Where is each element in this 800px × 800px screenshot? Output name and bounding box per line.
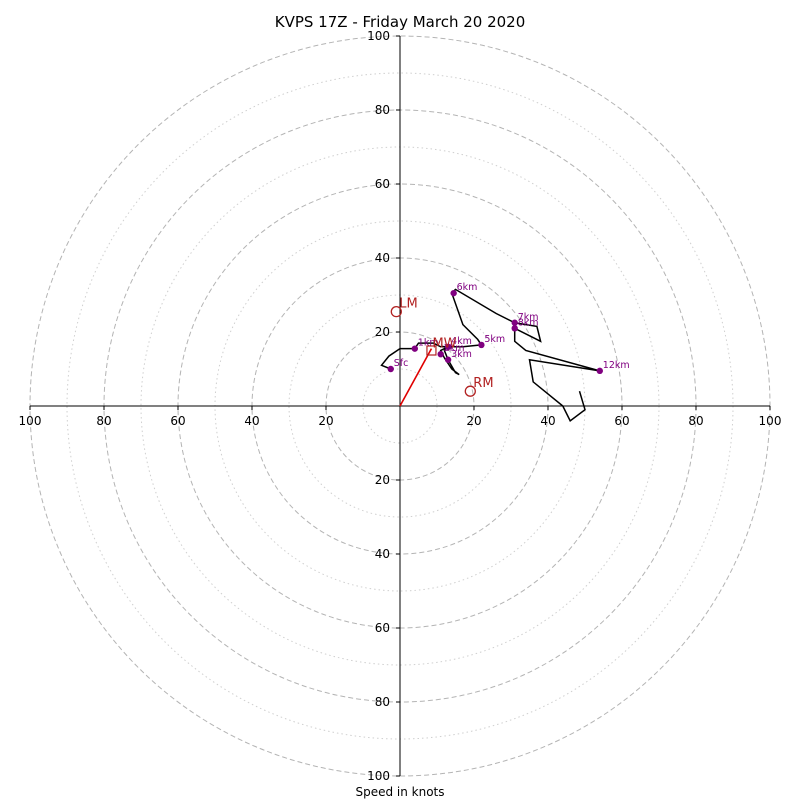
height-label-12km: 12km bbox=[603, 360, 630, 371]
height-label-3km: 3km bbox=[451, 349, 472, 360]
tick-label-left-20: 20 bbox=[318, 414, 333, 428]
height-point-8km bbox=[511, 325, 518, 332]
height-label-8km: 8km bbox=[518, 317, 539, 328]
height-label-6km: 6km bbox=[457, 282, 478, 293]
storm-motion-rm-label: RM bbox=[473, 376, 493, 391]
height-point-3km bbox=[444, 356, 452, 363]
tick-label-bottom-40: 40 bbox=[375, 547, 390, 561]
chart-title: KVPS 17Z - Friday March 20 2020 bbox=[275, 13, 526, 31]
mean-wind-vector bbox=[399, 348, 433, 407]
tick-label-top-100: 100 bbox=[367, 29, 390, 43]
tick-label-bottom-80: 80 bbox=[375, 695, 390, 709]
tick-label-top-60: 60 bbox=[375, 177, 390, 191]
tick-label-left-100: 100 bbox=[19, 414, 42, 428]
x-axis-label: Speed in knots bbox=[355, 785, 444, 799]
storm-motion-lm-marker bbox=[390, 305, 402, 318]
height-label-2km: 2km bbox=[444, 343, 465, 354]
height-label-1km: 1km bbox=[418, 338, 439, 349]
ring-tick-labels: 20 20 20 20 40 40 40 40 60 60 60 60 80 80 80 80 100 100 10… bbox=[19, 29, 782, 783]
tick-label-left-80: 80 bbox=[96, 414, 111, 428]
height-point-4km bbox=[444, 343, 452, 350]
height-point-6km bbox=[450, 289, 457, 297]
height-point-2km bbox=[437, 351, 444, 358]
storm-motion-lm-label: LM bbox=[399, 297, 417, 312]
tick-label-top-40: 40 bbox=[375, 251, 390, 265]
height-point-5km bbox=[478, 341, 485, 349]
tick-label-right-80: 80 bbox=[688, 414, 703, 428]
tick-label-right-100: 100 bbox=[759, 414, 782, 428]
tick-label-right-60: 60 bbox=[614, 414, 629, 428]
tick-label-left-60: 60 bbox=[170, 414, 185, 428]
height-point-sfc bbox=[387, 365, 394, 373]
hodograph-trace bbox=[380, 288, 600, 422]
height-label-4km: 4km bbox=[451, 336, 472, 347]
height-label-7km: 7km bbox=[518, 312, 539, 323]
mean-wind-label: MW bbox=[432, 337, 456, 352]
tick-label-right-20: 20 bbox=[466, 414, 481, 428]
mean-wind-marker bbox=[426, 345, 437, 356]
tick-label-right-40: 40 bbox=[540, 414, 555, 428]
height-label-5km: 5km bbox=[484, 334, 505, 345]
tick-label-left-40: 40 bbox=[244, 414, 259, 428]
tick-label-bottom-20: 20 bbox=[375, 473, 390, 487]
tick-label-bottom-100: 100 bbox=[367, 769, 390, 783]
tick-label-top-80: 80 bbox=[375, 103, 390, 117]
height-label-sfc: Sfc bbox=[394, 358, 409, 369]
height-point-12km bbox=[596, 367, 603, 375]
tick-label-bottom-60: 60 bbox=[375, 621, 390, 635]
storm-motion-rm-marker bbox=[464, 385, 476, 397]
tick-label-top-20: 20 bbox=[375, 325, 390, 339]
height-point-1km bbox=[411, 345, 418, 352]
height-point-7km bbox=[511, 319, 518, 326]
